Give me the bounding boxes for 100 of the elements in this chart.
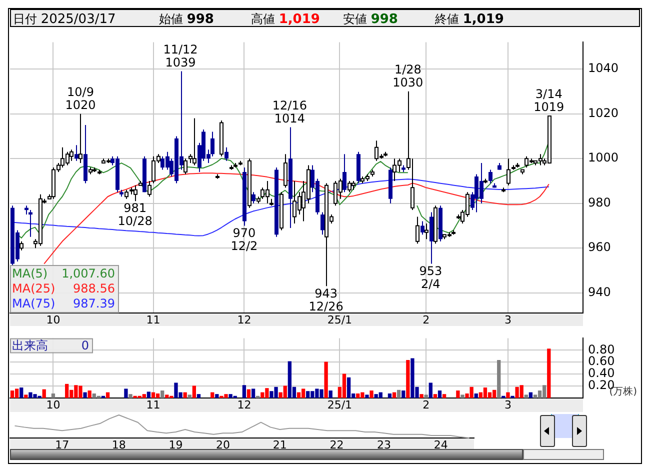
y-tick-label: 0.40 (588, 366, 615, 380)
x-tick-label: 3 (504, 313, 512, 326)
candlestick (342, 154, 346, 193)
y-tick-label: 1020 (588, 106, 619, 120)
x-tick-label: 10 (46, 398, 60, 412)
bar (424, 394, 428, 398)
bar (215, 394, 219, 398)
annotation: 943 12/26 (308, 286, 344, 314)
bar (210, 392, 214, 398)
annotation: 12/16 1014 (272, 98, 307, 126)
bar (378, 392, 382, 398)
bar (456, 390, 460, 398)
bar (142, 394, 146, 398)
x-tick-label: 2 (422, 313, 430, 326)
bar (342, 374, 346, 398)
text: 始値 998 (159, 11, 214, 28)
text: 終値 1,019 (435, 11, 504, 28)
text: MA(25) 988.56 (12, 282, 115, 296)
bar (65, 384, 69, 398)
text: MA(5) 1,007.60 (12, 266, 115, 281)
x-tick-label: 12 (237, 398, 252, 412)
text: 出来高 0 (12, 338, 89, 352)
annotation: 953 2/4 (419, 264, 442, 291)
bar (524, 394, 528, 398)
bar (106, 392, 110, 398)
bar (396, 390, 401, 398)
text: 日付 2025/03/17 (13, 11, 116, 28)
annotation: 11/12 1039 (163, 42, 198, 70)
y-tick-label: 960 (588, 240, 611, 254)
bar (14, 388, 19, 398)
bar (146, 392, 151, 398)
bar (420, 394, 424, 398)
bar (370, 390, 374, 398)
text: MA(75) 987.39 (12, 296, 115, 311)
bar (406, 360, 410, 398)
bar (188, 394, 192, 398)
bar (183, 392, 187, 398)
bar (492, 390, 496, 398)
x-tick-label: 3 (504, 398, 512, 412)
x-tick-label: 10 (46, 313, 60, 326)
candlestick (252, 192, 256, 204)
bar (474, 393, 478, 398)
bar (433, 394, 438, 398)
annotation: 970 12/2 (230, 226, 258, 253)
x-tick-label: 19 (168, 438, 183, 452)
bar (151, 392, 156, 398)
bar (42, 389, 46, 398)
annotation: 1/28 1030 (392, 62, 424, 90)
y-tick-label: 940 (588, 284, 611, 299)
y-tick-label: 0.60 (588, 354, 615, 368)
bar (328, 390, 332, 398)
bar (483, 388, 488, 398)
bar (83, 392, 87, 398)
bar (10, 390, 14, 398)
bar (128, 394, 132, 398)
bar (497, 360, 501, 398)
x-tick-label: 25/1 (327, 398, 352, 412)
x-tick-label: 2 (422, 398, 430, 412)
bar (124, 388, 128, 398)
text: 高値 1,019 (251, 11, 320, 28)
x-tick-label: 24 (434, 438, 448, 452)
bar (251, 388, 256, 398)
annotation: 981 10/28 (118, 201, 152, 228)
bar (528, 392, 533, 398)
bar (506, 392, 510, 398)
bar (306, 391, 310, 398)
bar (428, 382, 432, 398)
bar (346, 377, 351, 398)
x-tick-label: 25/1 (327, 313, 352, 326)
y-tick-label: 1040 (588, 61, 619, 76)
candlestick (488, 169, 492, 184)
x-tick-label: 11 (146, 313, 160, 326)
bar (402, 390, 406, 398)
bar (324, 362, 328, 398)
bar (192, 386, 196, 398)
candlestick (74, 144, 78, 162)
x-tick-label: 12 (237, 313, 252, 326)
bar (533, 394, 538, 398)
text: 安値 998 (343, 11, 398, 28)
bar (547, 348, 551, 398)
x-tick-label: 23 (377, 438, 392, 452)
x-tick-label: 11 (146, 398, 160, 412)
x-tick-label: 22 (330, 438, 344, 452)
bar (88, 390, 92, 398)
candlestick (420, 220, 424, 236)
y-tick-label: 1000 (588, 150, 619, 165)
bar (242, 385, 246, 398)
y-tick-label: 0.80 (588, 342, 615, 356)
bar (24, 394, 28, 398)
x-tick-label: 20 (216, 438, 230, 452)
bar (365, 394, 369, 398)
candlestick (224, 146, 228, 162)
bar (246, 389, 251, 398)
bar (388, 393, 392, 398)
x-tick-label: 18 (112, 438, 126, 452)
bar (20, 388, 24, 398)
y-tick-label: 980 (588, 195, 611, 210)
bar (283, 386, 287, 398)
bar (288, 361, 292, 398)
annotation: 10/9 1020 (65, 84, 96, 112)
